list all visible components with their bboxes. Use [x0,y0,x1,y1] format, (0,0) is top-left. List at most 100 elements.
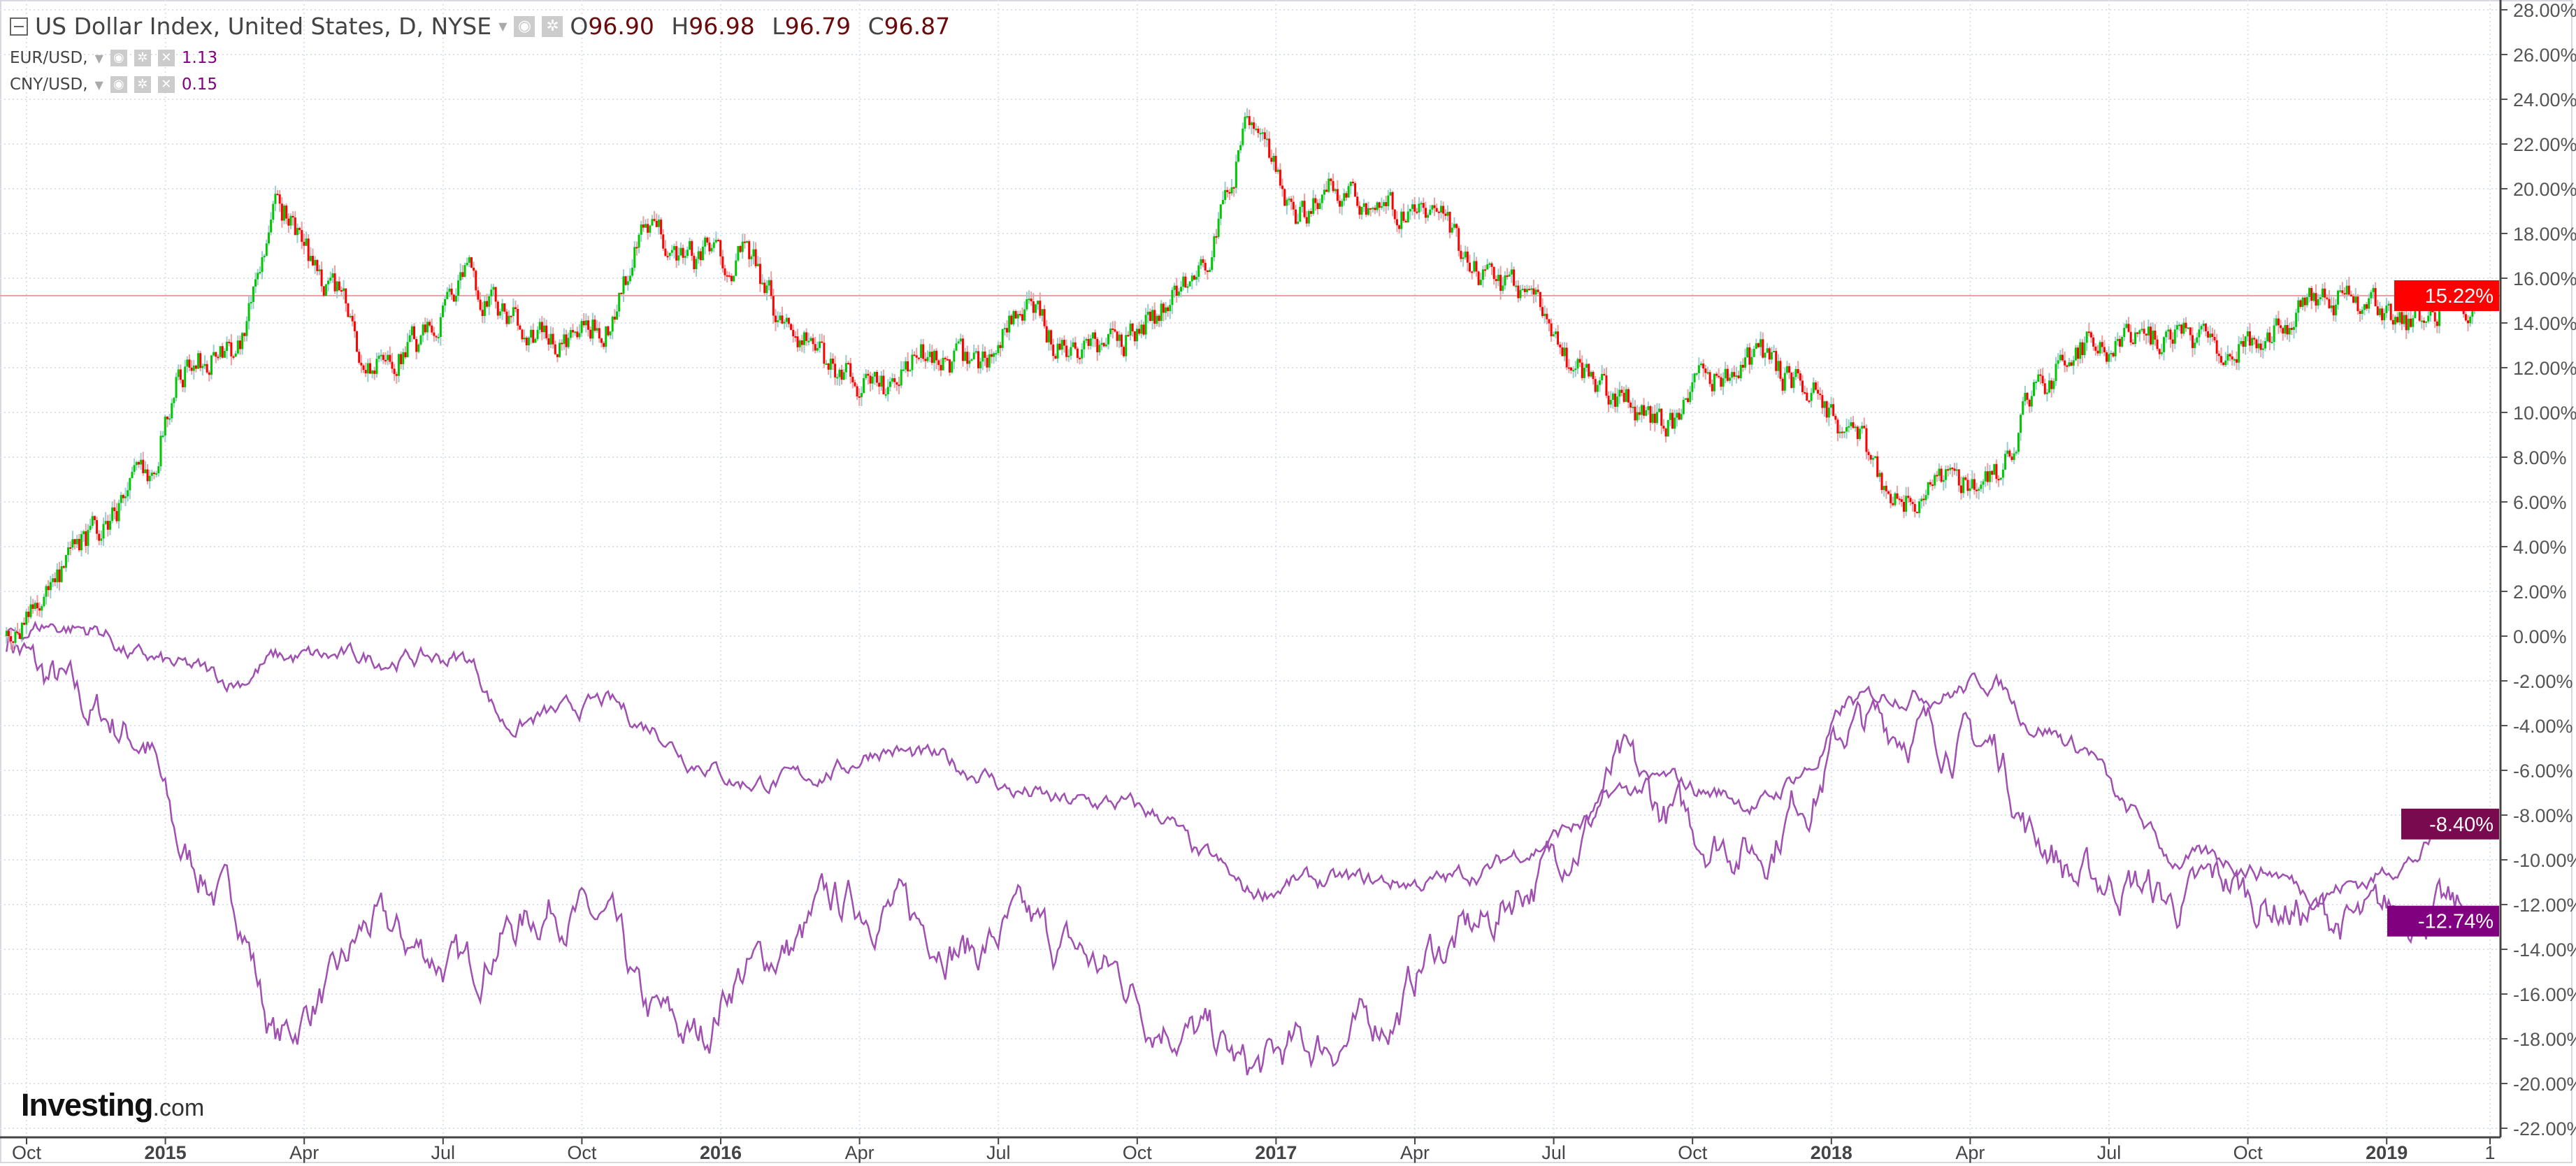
candle-body [406,342,409,358]
candle-body [1054,356,1057,359]
gear-icon[interactable]: ✲ [542,15,563,37]
candle-body [1358,206,1361,215]
candle-body [380,354,382,357]
candle-body [1552,334,1555,337]
candle-body [2275,318,2278,326]
candle-body [1806,392,1808,401]
candle-body [129,478,131,491]
candle-body [598,328,600,339]
candle-body [27,611,30,617]
candle-body [353,321,356,331]
candle-body [305,238,308,246]
candle-body [512,307,515,317]
candle-body [468,257,470,263]
candle-body [1581,362,1583,378]
candle-body [2074,347,2077,361]
candle-body [1301,201,1304,207]
candle-body [1477,271,1480,285]
candle-body [689,240,691,250]
candle-body [400,354,403,364]
candle-body [2418,307,2421,321]
x-tick-label: 2015 [145,1142,187,1163]
candle-body [1949,468,1952,470]
eye-icon[interactable]: ◉ [514,15,535,37]
candle-body [1411,204,1414,209]
candle-body [1167,307,1170,312]
y-tick-label: -8.00% [2513,805,2573,826]
close-icon[interactable]: ✕ [157,76,175,93]
candle-body [1460,250,1462,259]
candle-body [1279,169,1281,186]
candle-body [884,394,887,396]
candle-body [278,194,281,204]
candle-body [653,219,656,221]
candle-body [241,333,244,350]
gear-icon[interactable]: ✲ [134,76,151,93]
candle-body [2378,308,2381,315]
candle-body [448,288,451,292]
candle-body [466,262,468,266]
candle-body [1953,468,1956,471]
candle-body [1310,210,1313,214]
candle-body [2324,288,2326,298]
candle-body [1089,338,1092,346]
close-icon[interactable]: ✕ [157,50,175,66]
candle-body [1544,313,1546,317]
candle-body [2425,321,2428,323]
candle-body [1060,340,1063,350]
candle-body [1334,189,1337,192]
collapse-icon[interactable] [10,17,28,36]
y-tick-label: -2.00% [2513,671,2573,692]
candle-body [589,329,592,339]
candle-body [2114,340,2117,357]
candle-body [1102,343,1105,347]
candle-body [754,249,757,266]
candle-body [340,290,343,292]
candle-body [1629,402,1632,408]
candle-body [922,344,925,359]
candle-body [2387,303,2390,306]
candle-body [1458,228,1460,251]
eye-icon[interactable]: ◉ [110,76,127,93]
candle-body [891,378,894,382]
candle-body [628,275,631,282]
candle-body [1508,274,1511,277]
candle-body [1528,289,1531,291]
candle-body [2347,285,2350,295]
candle-body [746,241,749,243]
candle-body [91,516,94,526]
candle-body [1079,357,1081,359]
candle-body [62,566,65,568]
caret-down-icon[interactable]: ▼ [498,20,508,33]
candle-body [408,335,411,343]
candle-body [1900,499,1903,503]
eur-series-title[interactable]: EUR/USD, [10,49,88,67]
main-series-title[interactable]: US Dollar Index, United States, D, NYSE [35,13,492,40]
candle-body [1887,491,1890,494]
candle-body [834,364,837,377]
candle-body [1244,116,1246,129]
candle-body [1431,205,1434,210]
close-value: 96.87 [884,13,951,40]
candle-body [1374,208,1376,210]
candle-body [1138,329,1141,334]
x-tick-label: Jul [431,1142,456,1163]
candle-body [1741,364,1744,368]
candle-body [1664,429,1667,437]
cny-series-title[interactable]: CNY/USD, [10,75,88,94]
candle-body [2332,305,2335,316]
candle-body [847,363,850,365]
caret-down-icon[interactable]: ▼ [94,51,103,65]
candle-body [2410,318,2412,327]
candle-body [2268,332,2271,343]
candle-body [477,290,480,300]
gear-icon[interactable]: ✲ [134,50,151,66]
cny-value: 0.15 [181,75,218,94]
candle-body [221,346,224,358]
eye-icon[interactable]: ◉ [110,50,127,66]
candle-body [331,273,334,278]
candle-body [1114,329,1116,332]
caret-down-icon[interactable]: ▼ [94,78,103,92]
candle-body [838,369,841,377]
